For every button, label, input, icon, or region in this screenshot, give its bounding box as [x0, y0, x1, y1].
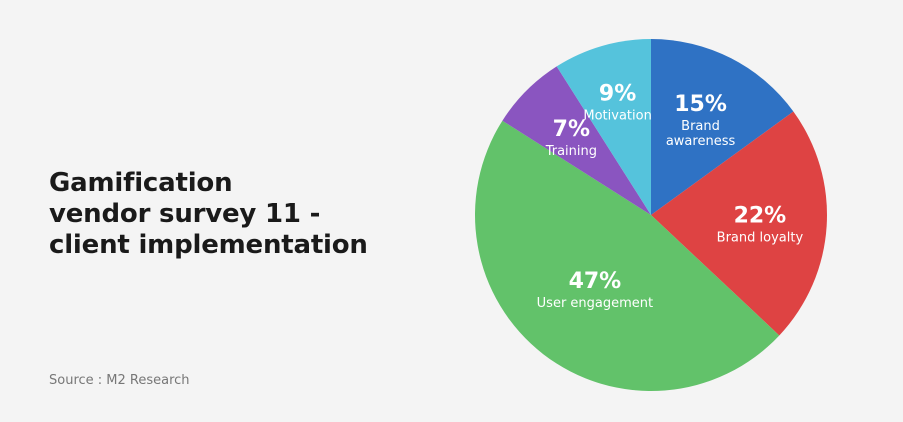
pie-slice-brand-loyalty	[651, 111, 827, 336]
pie-slice-user-engagement	[475, 120, 780, 391]
pie-value-label-brand-awareness: 15%	[674, 92, 727, 117]
pie-category-label-user-engagement: User engagement	[537, 296, 653, 311]
chart-title-line-1: Gamification	[49, 168, 233, 198]
pie-value-label-training: 7%	[553, 117, 590, 142]
pie-category-label-training: Training	[545, 144, 597, 159]
pie-slice-motivation	[556, 39, 651, 215]
pie-category-label-brand-awareness-line-1: Brand	[681, 119, 720, 134]
pie-category-label-brand-loyalty: Brand loyalty	[717, 230, 804, 245]
pie-value-label-brand-loyalty: 22%	[734, 203, 787, 228]
source-note: Source : M2 Research	[49, 373, 190, 388]
pie-slice-brand-awareness	[651, 39, 794, 215]
pie-value-label-motivation: 9%	[599, 82, 636, 107]
pie-category-label-brand-awareness-line-2: awareness	[666, 134, 736, 149]
chart-title-line-2: vendor survey 11 -	[49, 199, 321, 229]
pie-category-label-motivation: Motivation	[583, 109, 651, 124]
pie-slice-training	[502, 66, 651, 215]
chart-title-line-3: client implementation	[49, 230, 368, 260]
pie-value-label-user-engagement: 47%	[569, 269, 622, 294]
chart-title: Gamification vendor survey 11 - client i…	[49, 168, 379, 261]
pie-slices	[475, 39, 827, 391]
